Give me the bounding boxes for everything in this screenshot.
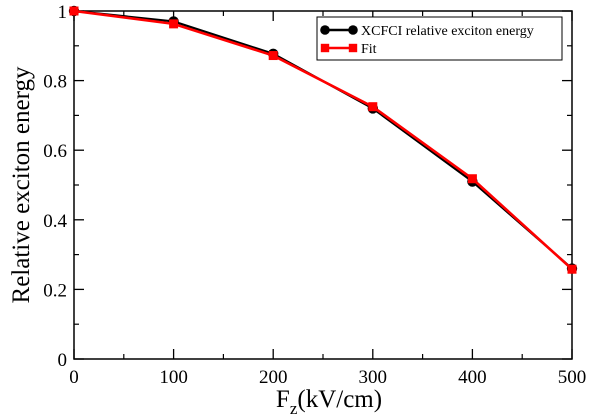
y-axis: 0 0.2 0.4 0.6 0.8 1 <box>43 2 572 371</box>
legend-marker <box>348 25 358 35</box>
y-tick-label: 0.4 <box>43 211 67 232</box>
x-axis-label: Fz(kV/cm) <box>276 386 382 418</box>
legend-box <box>316 16 563 61</box>
y-axis-label: Relative exciton energy <box>8 66 35 303</box>
legend-marker <box>320 25 330 35</box>
x-tick-label: 300 <box>359 367 388 388</box>
legend-label: Fit <box>361 42 377 57</box>
x-tick-label: 400 <box>458 367 487 388</box>
data-point <box>567 264 577 274</box>
x-tick-label: 100 <box>159 367 188 388</box>
y-tick-label: 0.6 <box>43 141 67 162</box>
data-point <box>169 19 179 29</box>
x-tick-label: 200 <box>259 367 288 388</box>
y-tick-label: 0 <box>58 350 68 371</box>
series-layer <box>68 5 578 274</box>
data-point <box>69 6 79 16</box>
x-tick-label: 500 <box>558 367 587 388</box>
legend-marker <box>320 43 330 53</box>
y-tick-label: 0.2 <box>43 280 67 301</box>
legend-label: XCFCI relative exciton energy <box>361 24 534 39</box>
x-axis-label-subscript: z <box>290 399 298 418</box>
plot-area <box>73 10 573 360</box>
series-2 <box>69 6 577 274</box>
data-point <box>268 51 278 61</box>
x-tick-label: 0 <box>69 367 79 388</box>
plot-frame <box>73 10 573 360</box>
y-tick-label: 0.8 <box>43 72 67 93</box>
legend-item-2: Fit <box>320 42 377 57</box>
x-axis-label-unit: (kV/cm) <box>297 386 382 413</box>
series-line <box>73 9 573 271</box>
x-axis: 0 100 200 300 400 500 <box>69 11 586 388</box>
data-point <box>467 174 477 184</box>
data-point <box>368 102 378 112</box>
x-axis-label-main: F <box>276 386 290 413</box>
y-tick-label: 1 <box>58 2 68 23</box>
legend: XCFCI relative exciton energy Fit <box>316 16 563 61</box>
legend-item-1: XCFCI relative exciton energy <box>320 24 534 39</box>
legend-marker <box>348 43 358 53</box>
